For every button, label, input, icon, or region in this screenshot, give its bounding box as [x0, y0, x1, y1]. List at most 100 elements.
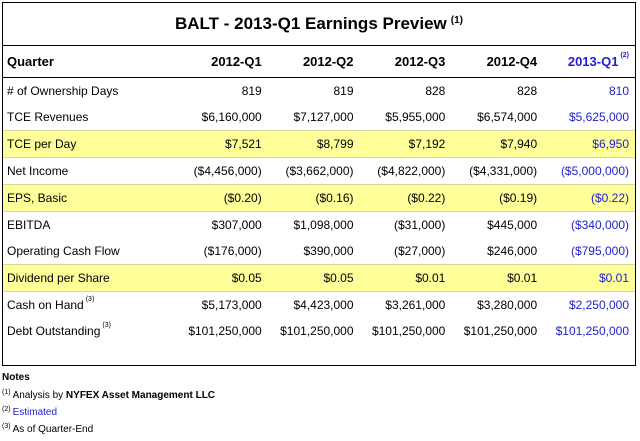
note-number: (1) [2, 389, 11, 396]
row-label-text: Dividend per Share [7, 271, 110, 285]
title-text: BALT - 2013-Q1 Earnings Preview [174, 14, 447, 33]
cell-value: $0.01 [451, 264, 544, 292]
row-note: (3) [85, 296, 95, 303]
notes-title: Notes [2, 372, 30, 383]
row-label: # of Ownership Days [3, 78, 178, 105]
row-label-text: Net Income [7, 164, 69, 178]
row-label: Net Income [3, 158, 178, 185]
header-col-note: (2) [620, 52, 629, 59]
header-col-forecast: 2013-Q1 (2) [543, 46, 635, 78]
cell-value: $8,799 [267, 130, 360, 158]
header-label: Quarter [3, 46, 178, 78]
cell-value: ($3,662,000) [285, 164, 354, 178]
header-col: 2012-Q1 [177, 46, 268, 78]
cell-forecast: 810 [608, 84, 629, 98]
cell-value: $0.05 [267, 264, 360, 292]
row-label-text: # of Ownership Days [7, 84, 119, 98]
table-row: Operating Cash Flow ($176,000) $390,000 ($2… [3, 238, 635, 265]
cell-value: 819 [241, 84, 262, 98]
cell-value: ($31,000) [359, 211, 452, 238]
cell-value: ($4,456,000) [193, 164, 262, 178]
row-label-text: EBITDA [7, 218, 51, 232]
cell-forecast: ($340,000) [543, 211, 635, 238]
row-note: (3) [102, 322, 111, 329]
cell-value: $7,940 [451, 130, 544, 158]
table-title: BALT - 2013-Q1 Earnings Preview (1) [3, 3, 635, 46]
cell-value: ($27,000) [393, 244, 446, 258]
cell-value: $7,192 [359, 130, 452, 158]
cell-forecast: $2,250,000 [543, 291, 635, 318]
row-label-text: TCE Revenues [7, 110, 89, 124]
data-table: Quarter 2012-Q1 2012-Q2 2012-Q3 2012-Q4 … [3, 46, 635, 344]
cell-forecast: ($5,000,000) [560, 164, 629, 178]
table-row: EBITDA $307,000 $1,098,000 ($31,000) $445,00… [3, 211, 635, 238]
cell-value: ($0.20) [177, 184, 268, 212]
earnings-table: BALT - 2013-Q1 Earnings Preview (1) Quar… [2, 2, 636, 366]
cell-value: ($0.22) [359, 184, 452, 212]
note-number: (2) [2, 406, 11, 413]
header-row: Quarter 2012-Q1 2012-Q2 2012-Q3 2012-Q4 … [3, 46, 635, 78]
cell-forecast: ($795,000) [570, 244, 629, 258]
note-number: (3) [2, 423, 11, 430]
cell-value: ($0.19) [451, 184, 544, 212]
note-text: As of Quarter-End [12, 424, 94, 435]
notes-section: Notes (1) Analysis by NYFEX Asset Managem… [2, 372, 402, 438]
row-label: TCE per Day [3, 130, 178, 158]
note-company: NYFEX Asset Management LLC [65, 390, 216, 401]
cell-forecast: $101,250,000 [555, 324, 629, 338]
table-row: # of Ownership Days 819 819 828 828 810 [3, 78, 635, 105]
cell-value: $101,250,000 [188, 324, 262, 338]
table-row: Dividend per Share $0.05 $0.05 $0.01 $0.01 $0… [3, 264, 635, 292]
cell-value: ($4,331,000) [469, 164, 538, 178]
cell-value: ($176,000) [203, 244, 262, 258]
header-col: 2012-Q3 [359, 46, 452, 78]
table-body: # of Ownership Days 819 819 828 828 810 TCE Re… [3, 78, 635, 345]
cell-value: 828 [517, 84, 538, 98]
row-label: Debt Outstanding (3) [3, 318, 178, 344]
header-col: 2012-Q2 [267, 46, 360, 78]
cell-value: $0.01 [359, 264, 452, 292]
note-text: Estimated [12, 407, 58, 418]
note-line: (2) Estimated [2, 404, 402, 421]
cell-value: $6,160,000 [201, 110, 262, 124]
table-row: Net Income ($4,456,000) ($3,662,000) ($4,82… [3, 158, 635, 185]
cell-value: $5,173,000 [177, 291, 268, 318]
note-prefix: Analysis by [12, 390, 64, 401]
cell-forecast: ($0.22) [543, 184, 635, 212]
cell-value: $5,955,000 [385, 110, 446, 124]
cell-forecast: $5,625,000 [568, 110, 629, 124]
row-label-text: Cash on Hand [7, 298, 84, 312]
table-row: TCE per Day $7,521 $8,799 $7,192 $7,940 $6,95… [3, 130, 635, 158]
table-row: Debt Outstanding (3) $101,250,000 $101,250,… [3, 318, 635, 344]
cell-value: 828 [425, 84, 446, 98]
cell-value: $7,521 [177, 130, 268, 158]
cell-value: $246,000 [487, 244, 538, 258]
cell-value: $7,127,000 [293, 110, 354, 124]
title-note: (1) [450, 14, 463, 26]
cell-value: $307,000 [177, 211, 268, 238]
cell-value: $0.05 [177, 264, 268, 292]
row-label: TCE Revenues [3, 104, 178, 131]
row-label-text: Debt Outstanding [7, 324, 101, 338]
table-row: TCE Revenues $6,160,000 $7,127,000 $5,955,0… [3, 104, 635, 131]
row-label: Dividend per Share [3, 264, 178, 292]
cell-value: $3,280,000 [451, 291, 544, 318]
row-label: EBITDA [3, 211, 178, 238]
row-label: EPS, Basic [3, 184, 178, 212]
row-label: Operating Cash Flow [3, 238, 178, 265]
cell-value: ($4,822,000) [377, 164, 446, 178]
cell-value: 819 [333, 84, 354, 98]
note-line: (1) Analysis by NYFEX Asset Management LL… [2, 387, 402, 404]
row-label-text: Operating Cash Flow [7, 244, 120, 258]
cell-value: $1,098,000 [267, 211, 360, 238]
table-row: EPS, Basic ($0.20) ($0.16) ($0.22) ($0.19) ($… [3, 184, 635, 212]
table-row: Cash on Hand (3) $5,173,000 $4,423,000 $3,26… [3, 291, 635, 318]
row-label-text: TCE per Day [7, 137, 77, 151]
cell-value: ($0.16) [267, 184, 360, 212]
row-label-text: EPS, Basic [7, 191, 68, 205]
cell-value: $4,423,000 [267, 291, 360, 318]
cell-value: $6,574,000 [477, 110, 538, 124]
row-label: Cash on Hand (3) [3, 291, 178, 318]
header-col: 2012-Q4 [451, 46, 544, 78]
cell-forecast: $6,950 [543, 130, 635, 158]
